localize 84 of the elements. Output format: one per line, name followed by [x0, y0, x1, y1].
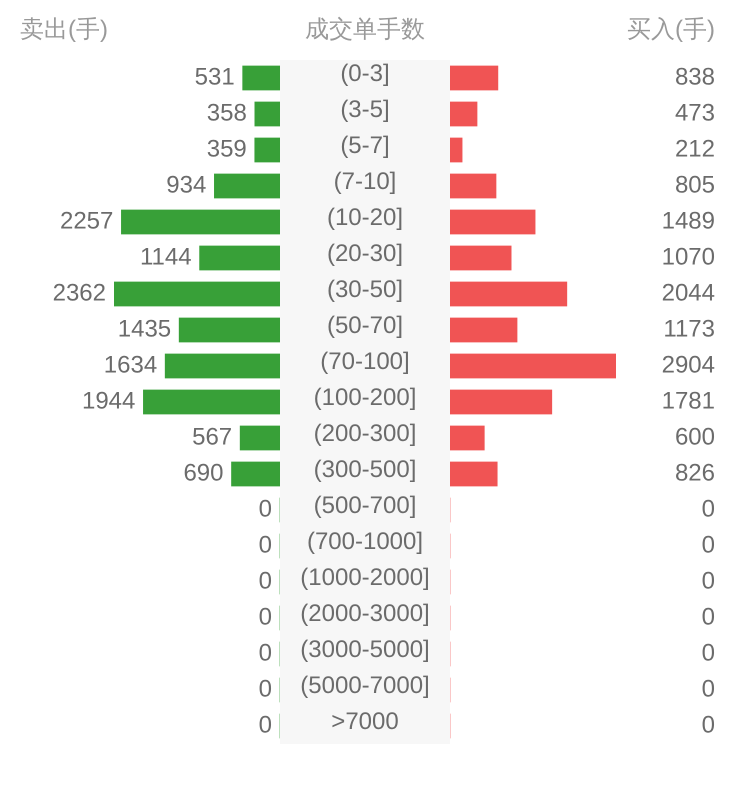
data-label: 2904 [662, 352, 715, 379]
bar [214, 174, 280, 198]
data-label: 0 [702, 496, 715, 523]
text: 买入(手) [626, 15, 716, 45]
data-label: 600 [674, 424, 715, 451]
bar [178, 318, 280, 342]
bar [450, 390, 552, 414]
bar [450, 318, 518, 342]
data-label: 358 [206, 100, 247, 127]
y-tick-label: (0-3] [339, 60, 391, 89]
y-tick-label: (5-7] [339, 132, 391, 161]
bar [164, 354, 280, 378]
y-tick-label: (1000-2000] [299, 564, 431, 593]
data-label: 690 [183, 460, 224, 487]
bar [143, 390, 280, 414]
bar [242, 66, 280, 90]
bar [450, 102, 478, 126]
data-label: 0 [702, 604, 715, 631]
bar [231, 462, 280, 486]
y-tick-label: (500-700] [312, 492, 418, 521]
bar [114, 282, 280, 306]
data-label: 826 [674, 460, 715, 487]
y-tick-label: (50-70] [326, 312, 404, 341]
bar [254, 102, 280, 126]
data-label: 0 [258, 532, 272, 559]
data-label: 1173 [663, 316, 715, 343]
data-label: 1435 [118, 316, 172, 343]
y-tick-label: (10-20] [326, 204, 404, 233]
data-label: 1944 [82, 388, 136, 415]
data-label: 0 [702, 640, 715, 667]
data-label: 0 [258, 676, 272, 703]
data-label: 1144 [140, 244, 192, 271]
y-tick-label: (3-5] [339, 96, 391, 125]
data-label: 1070 [662, 244, 715, 271]
data-label: 805 [674, 172, 715, 199]
data-label: 934 [166, 172, 206, 199]
y-tick-label: (300-500] [312, 456, 418, 485]
data-label: 838 [674, 64, 715, 91]
y-tick-label: (700-1000] [306, 528, 424, 557]
data-label: 0 [702, 532, 715, 559]
data-label: 567 [192, 424, 232, 451]
bar [450, 462, 498, 486]
data-label: 0 [258, 496, 272, 523]
y-tick-label: (20-30] [326, 240, 404, 269]
data-label: 359 [206, 136, 247, 163]
data-label: 473 [674, 100, 715, 127]
chart-title: 卖出(手) [19, 15, 109, 45]
data-label: 0 [258, 604, 272, 631]
data-label: 212 [674, 136, 715, 163]
data-label: 2362 [52, 280, 106, 307]
bar [450, 354, 616, 378]
y-tick-label: (2000-3000] [299, 600, 431, 629]
y-tick-label: (7-10] [332, 168, 398, 197]
bar [121, 210, 280, 234]
data-label: 1489 [662, 208, 715, 235]
data-label: 0 [258, 712, 272, 739]
bar [450, 66, 498, 90]
data-label: 0 [702, 712, 715, 739]
y-tick-label: (100-200] [312, 384, 418, 413]
bar [450, 282, 568, 306]
y-tick-label: (5000-7000] [299, 672, 431, 701]
y-axis-title: 成交单手数 [304, 15, 426, 45]
bar [450, 246, 512, 270]
data-label: 0 [258, 640, 272, 667]
bar [450, 426, 485, 450]
bar [240, 426, 280, 450]
data-label: 0 [702, 568, 715, 595]
data-label: 1781 [662, 388, 715, 415]
bar [199, 246, 280, 270]
bar [450, 210, 536, 234]
y-tick-label: (30-50] [326, 276, 404, 305]
bar [450, 174, 496, 198]
data-label: 2257 [60, 208, 114, 235]
data-label: 2044 [662, 280, 715, 307]
data-label: 531 [194, 64, 235, 91]
y-tick-label: (200-300] [312, 420, 418, 449]
y-tick-label: (3000-5000] [299, 636, 431, 665]
y-tick-label: >7000 [330, 708, 400, 737]
data-label: 1634 [104, 352, 158, 379]
bar [450, 138, 462, 162]
data-label: 0 [702, 676, 715, 703]
bar [254, 138, 280, 162]
data-label: 0 [258, 568, 272, 595]
y-tick-label: (70-100] [319, 348, 411, 377]
